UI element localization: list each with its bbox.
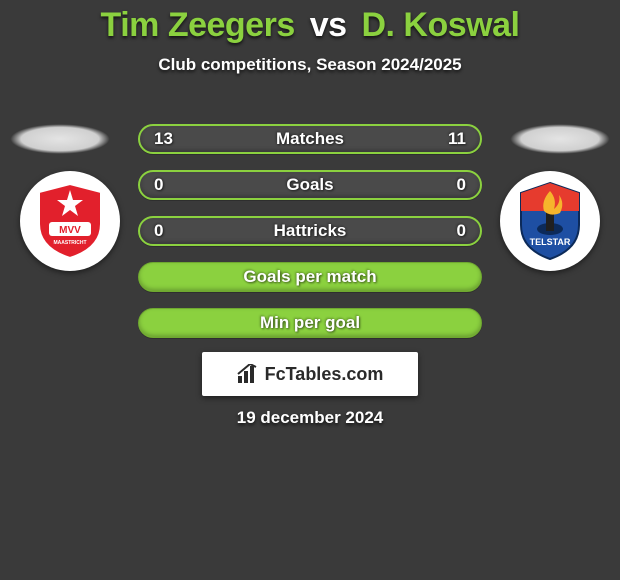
- brand-text: FcTables.com: [265, 364, 384, 385]
- mvv-shield-icon: MVV MAASTRICHT: [35, 182, 105, 260]
- stat-value-left: 0: [154, 175, 194, 195]
- stat-label: Hattricks: [194, 221, 426, 241]
- comparison-title: Tim Zeegers vs D. Koswal: [0, 0, 620, 45]
- stat-label: Goals: [194, 175, 426, 195]
- stat-row: 0Goals0: [138, 170, 482, 200]
- stat-label: Matches: [194, 129, 426, 149]
- stat-value-right: 0: [426, 175, 466, 195]
- player1-avatar-placeholder: [10, 124, 110, 154]
- stat-row: 13Matches11: [138, 124, 482, 154]
- player2-name: D. Koswal: [361, 6, 519, 44]
- stats-list: 13Matches110Goals00Hattricks0Goals per m…: [138, 124, 482, 354]
- brand-card: FcTables.com: [202, 352, 418, 396]
- stat-label: Min per goal: [193, 313, 427, 333]
- telstar-shield-icon: TELSTAR: [517, 181, 583, 261]
- svg-text:TELSTAR: TELSTAR: [530, 237, 571, 247]
- stat-row: 0Hattricks0: [138, 216, 482, 246]
- player1-name: Tim Zeegers: [101, 6, 295, 44]
- stat-value-left: 13: [154, 129, 194, 149]
- svg-text:MAASTRICHT: MAASTRICHT: [53, 240, 86, 246]
- stat-value-left: 0: [154, 221, 194, 241]
- subtitle: Club competitions, Season 2024/2025: [0, 55, 620, 75]
- player1-club-badge: MVV MAASTRICHT: [20, 171, 120, 271]
- vs-text: vs: [310, 6, 347, 44]
- stat-value-right: 11: [426, 129, 466, 149]
- player2-club-badge: TELSTAR: [500, 171, 600, 271]
- date-text: 19 december 2024: [0, 408, 620, 428]
- svg-text:MVV: MVV: [59, 225, 81, 236]
- stat-row: Min per goal: [138, 308, 482, 338]
- stat-label: Goals per match: [193, 267, 427, 287]
- stat-value-right: 0: [426, 221, 466, 241]
- bar-chart-icon: [237, 364, 259, 384]
- stat-row: Goals per match: [138, 262, 482, 292]
- player2-avatar-placeholder: [510, 124, 610, 154]
